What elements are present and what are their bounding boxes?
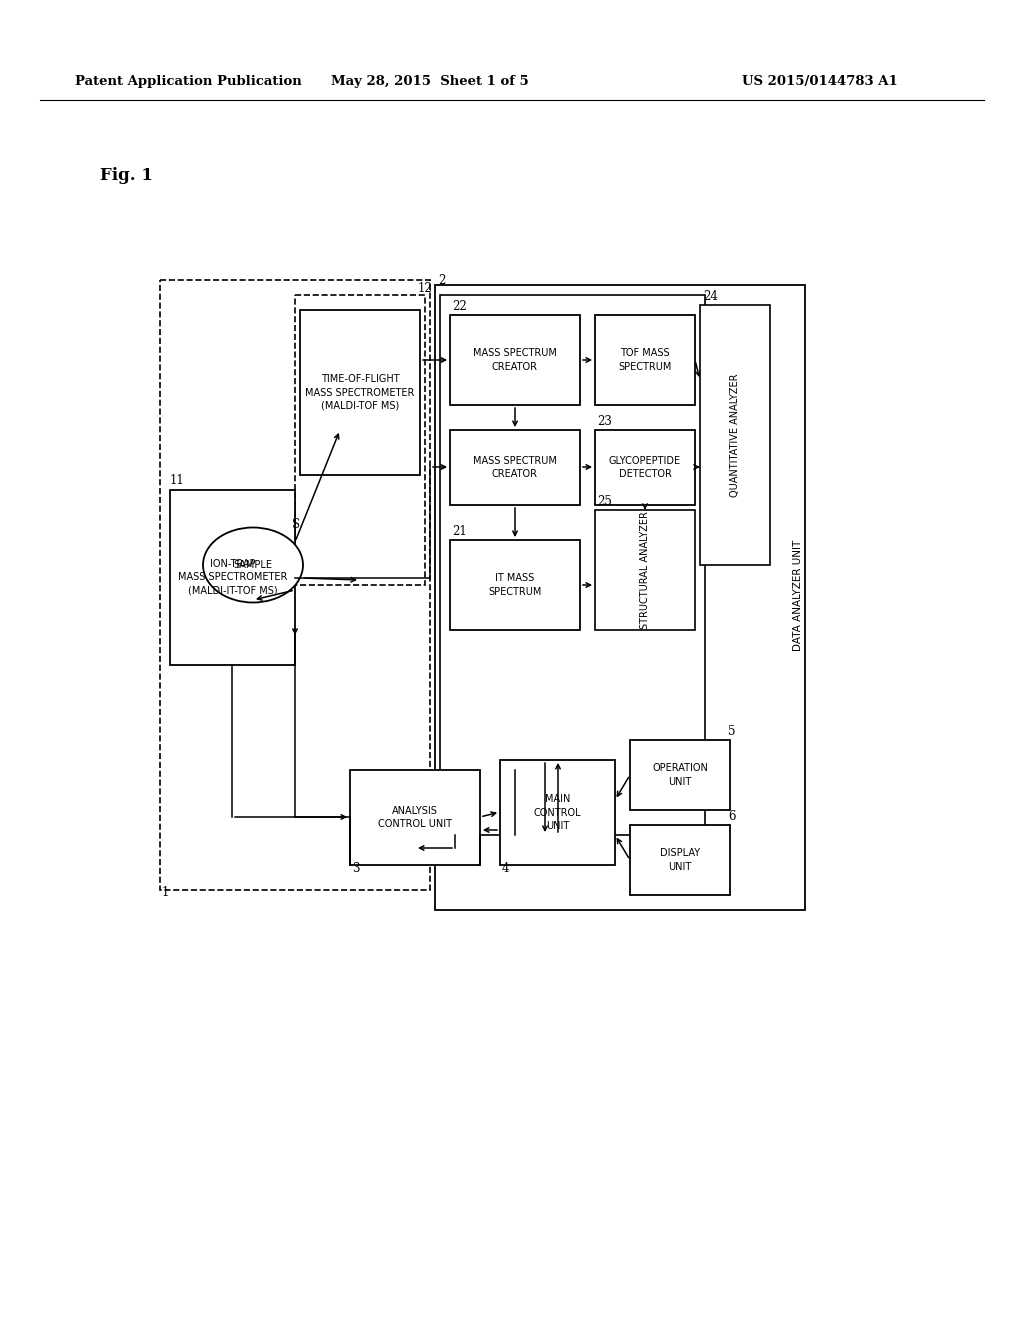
Text: GLYCOPEPTIDE
DETECTOR: GLYCOPEPTIDE DETECTOR [609, 455, 681, 479]
Text: TIME-OF-FLIGHT
MASS SPECTROMETER
(MALDI-TOF MS): TIME-OF-FLIGHT MASS SPECTROMETER (MALDI-… [305, 375, 415, 411]
Text: STRUCTURAL ANALYZER: STRUCTURAL ANALYZER [640, 511, 650, 628]
Text: 4: 4 [502, 862, 510, 875]
Text: ION-TRAP
MASS SPECTROMETER
(MALDI-IT-TOF MS): ION-TRAP MASS SPECTROMETER (MALDI-IT-TOF… [178, 560, 287, 595]
Text: 11: 11 [170, 474, 184, 487]
Bar [595, 315, 695, 405]
Text: 2: 2 [438, 275, 445, 286]
Text: 22: 22 [452, 300, 467, 313]
Text: TOF MASS
SPECTRUM: TOF MASS SPECTRUM [618, 348, 672, 372]
Text: SAMPLE: SAMPLE [233, 560, 272, 570]
Bar [350, 770, 480, 865]
Text: 1: 1 [162, 886, 169, 899]
Text: QUANTITATIVE ANALYZER: QUANTITATIVE ANALYZER [730, 374, 740, 496]
Text: DISPLAY
UNIT: DISPLAY UNIT [659, 849, 700, 871]
Bar [440, 294, 705, 836]
Text: ANALYSIS
CONTROL UNIT: ANALYSIS CONTROL UNIT [378, 807, 452, 829]
Bar [160, 280, 430, 890]
Text: 24: 24 [703, 290, 718, 304]
Text: 5: 5 [728, 725, 735, 738]
Text: MASS SPECTRUM
CREATOR: MASS SPECTRUM CREATOR [473, 348, 557, 372]
Text: US 2015/0144783 A1: US 2015/0144783 A1 [742, 75, 898, 88]
Bar [450, 540, 580, 630]
Text: 3: 3 [352, 862, 359, 875]
Text: MAIN
CONTROL
UNIT: MAIN CONTROL UNIT [534, 795, 582, 830]
Text: 23: 23 [597, 414, 612, 428]
Ellipse shape [203, 528, 303, 602]
Bar [295, 294, 425, 585]
Text: May 28, 2015  Sheet 1 of 5: May 28, 2015 Sheet 1 of 5 [331, 75, 528, 88]
Text: S: S [292, 517, 300, 531]
Bar [700, 305, 770, 565]
Text: MASS SPECTRUM
CREATOR: MASS SPECTRUM CREATOR [473, 455, 557, 479]
Bar [435, 285, 805, 909]
Bar [595, 430, 695, 506]
Bar [450, 315, 580, 405]
Bar [500, 760, 615, 865]
Text: 25: 25 [597, 495, 612, 508]
Bar [300, 310, 420, 475]
Text: 21: 21 [452, 525, 467, 539]
Bar [170, 490, 295, 665]
Text: Patent Application Publication: Patent Application Publication [75, 75, 302, 88]
Text: IT MASS
SPECTRUM: IT MASS SPECTRUM [488, 573, 542, 597]
Text: 6: 6 [728, 810, 735, 822]
Bar [630, 825, 730, 895]
Bar [595, 510, 695, 630]
Bar [630, 741, 730, 810]
Text: Fig. 1: Fig. 1 [100, 166, 153, 183]
Bar [450, 430, 580, 506]
Text: OPERATION
UNIT: OPERATION UNIT [652, 763, 708, 787]
Text: 12: 12 [418, 282, 433, 294]
Text: DATA ANALYZER UNIT: DATA ANALYZER UNIT [793, 540, 803, 651]
